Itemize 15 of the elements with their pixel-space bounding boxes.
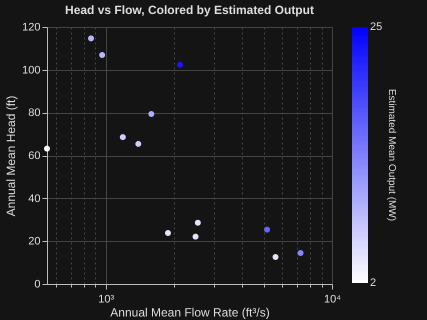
- y-tick-label: 0: [34, 278, 40, 290]
- x-axis-title: Annual Mean Flow Rate (ft³/s): [110, 306, 270, 320]
- y-tick-label: 120: [22, 22, 40, 34]
- x-tick-label: 10³: [98, 294, 115, 306]
- y-tick-label: 40: [28, 192, 40, 205]
- chart-title: Head vs Flow, Colored by Estimated Output: [65, 3, 314, 17]
- y-tick-label: 100: [22, 64, 40, 76]
- x-tick-label: 10⁴: [324, 294, 342, 306]
- color-bar-label: 25: [370, 21, 382, 33]
- color-bar-label: 2: [370, 277, 376, 289]
- y-axis-title: Annual Mean Head (ft): [4, 96, 18, 216]
- y-tick-label: 60: [28, 150, 40, 162]
- y-tick-label: 20: [28, 236, 40, 248]
- y-tick-label: 80: [28, 107, 40, 120]
- color-bar-title: Estimated Mean Output (MW): [386, 88, 397, 222]
